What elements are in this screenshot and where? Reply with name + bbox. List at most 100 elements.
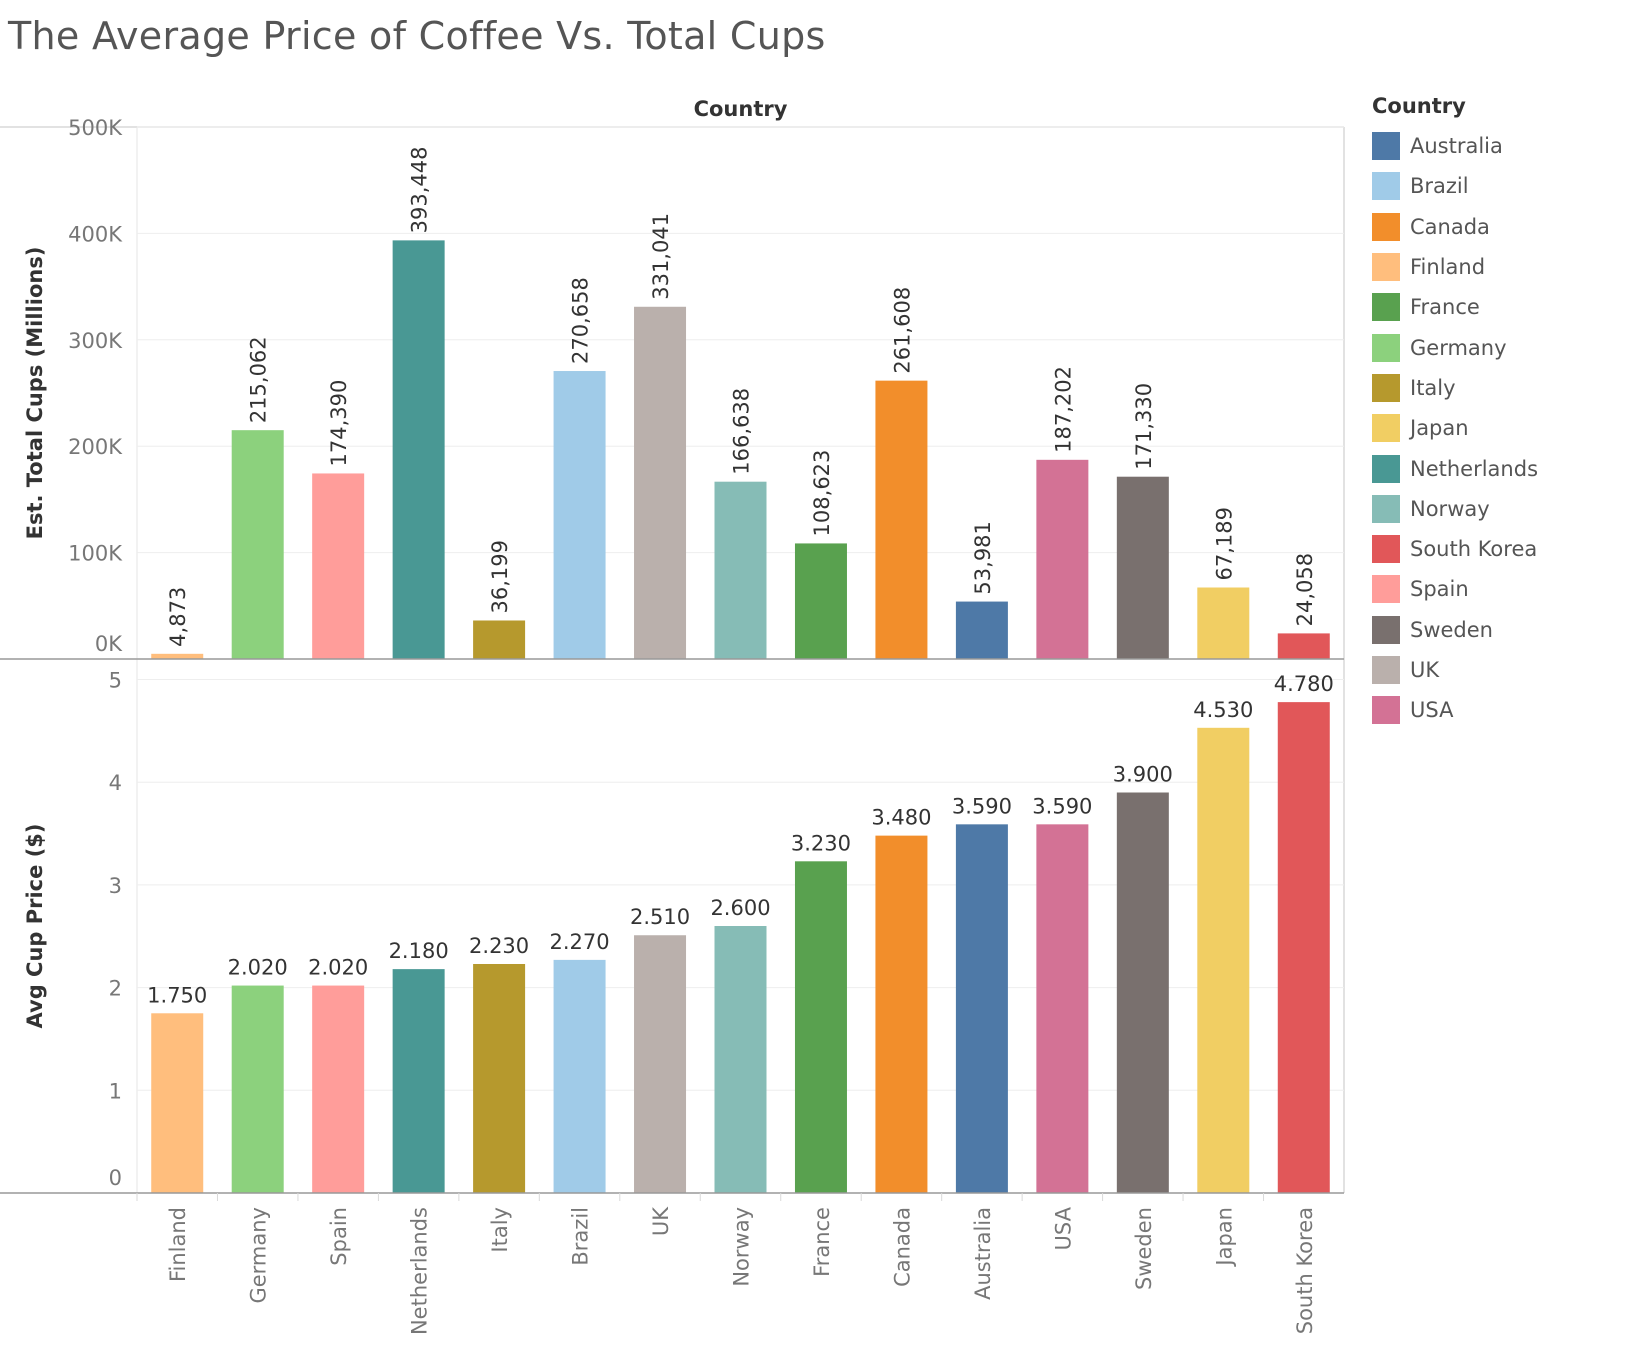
data-label: 4,873 [166, 587, 190, 647]
legend-label: Finland [1410, 255, 1486, 280]
bar [1116, 476, 1169, 659]
data-label: 1.750 [147, 983, 207, 1007]
bar [1036, 824, 1089, 1193]
y-tick-label: 0 [109, 1166, 122, 1190]
bar [875, 835, 928, 1193]
bar [151, 1013, 204, 1193]
bar [634, 935, 687, 1193]
data-label: 187,202 [1051, 366, 1075, 453]
x-tick-label: Brazil [569, 1207, 593, 1266]
y-tick-label: 2 [109, 977, 122, 1001]
legend-label: Italy [1410, 375, 1456, 400]
legend-label: Japan [1410, 416, 1469, 441]
data-label: 166,638 [730, 388, 754, 475]
legend-item: Italy [1372, 368, 1632, 408]
data-label: 270,658 [569, 277, 593, 364]
legend-swatch [1372, 172, 1400, 201]
legend-swatch [1372, 212, 1400, 241]
x-tick-label: South Korea [1293, 1207, 1317, 1334]
data-label: 3.480 [871, 806, 931, 830]
legend-label: France [1410, 295, 1480, 320]
legend-label: Germany [1410, 335, 1507, 360]
x-tick-label: Japan [1212, 1207, 1236, 1268]
bar [794, 543, 847, 659]
y-tick-label: 1 [109, 1079, 122, 1103]
legend-swatch [1372, 253, 1400, 282]
bar [1277, 702, 1330, 1193]
y-tick-label: 4 [109, 771, 122, 795]
legend-label: Sweden [1410, 617, 1493, 642]
chart-title: The Average Price of Coffee Vs. Total Cu… [8, 14, 826, 58]
bar [231, 985, 284, 1193]
legend-label: UK [1410, 658, 1440, 682]
legend-label: Norway [1410, 496, 1490, 521]
legend-label: Brazil [1410, 174, 1469, 199]
bar [473, 963, 526, 1193]
data-label: 2.180 [389, 939, 449, 963]
data-label: 108,623 [810, 450, 834, 537]
y-tick-label: 500K [68, 116, 123, 140]
bar [1197, 587, 1250, 659]
data-label: 261,608 [890, 287, 914, 374]
legend-label: Australia [1410, 134, 1503, 159]
legend-swatch [1372, 696, 1400, 725]
bar [473, 620, 526, 659]
legend-label: Spain [1410, 577, 1469, 602]
legend-item: USA [1372, 690, 1632, 730]
legend-label: Canada [1410, 214, 1490, 239]
bar [1277, 633, 1330, 659]
legend-swatch [1372, 414, 1400, 443]
legend-item: Norway [1372, 489, 1632, 529]
x-tick-label: Italy [488, 1207, 512, 1253]
legend-swatch [1372, 494, 1400, 523]
legend-swatch [1372, 373, 1400, 402]
data-label: 3.590 [952, 794, 1012, 818]
data-label: 331,041 [649, 213, 673, 300]
data-label: 24,058 [1293, 553, 1317, 626]
legend-item: France [1372, 287, 1632, 327]
y-tick-label: 5 [109, 669, 122, 693]
data-label: 2.270 [550, 930, 610, 954]
y-axis-title: Avg Cup Price ($) [23, 824, 47, 1029]
data-label: 393,448 [408, 147, 432, 234]
y-tick-label: 300K [68, 329, 123, 353]
legend-item: South Korea [1372, 529, 1632, 569]
data-label: 2.600 [710, 896, 770, 920]
data-label: 36,199 [488, 540, 512, 613]
data-label: 3.230 [791, 831, 851, 855]
legend-item: Spain [1372, 569, 1632, 609]
y-axis-title: Est. Total Cups (Millions) [23, 247, 47, 540]
legend-swatch [1372, 656, 1400, 684]
x-tick-label: Germany [247, 1207, 271, 1304]
data-label: 171,330 [1132, 383, 1156, 470]
legend-item: Germany [1372, 327, 1632, 367]
bar [392, 969, 445, 1193]
legend-swatch [1372, 615, 1400, 644]
bar [955, 824, 1008, 1193]
bar [875, 380, 928, 659]
x-tick-label: Australia [971, 1207, 995, 1300]
y-tick-label: 200K [68, 435, 123, 459]
legend: Country Australia Brazil Canada Finland Fran… [1372, 94, 1632, 730]
data-label: 215,062 [247, 336, 271, 423]
bar [634, 306, 687, 659]
x-tick-label: France [810, 1207, 834, 1277]
x-tick-label: Norway [730, 1207, 754, 1287]
x-tick-label: USA [1051, 1206, 1075, 1250]
bar [955, 601, 1008, 659]
bar [794, 861, 847, 1193]
bar [553, 371, 606, 659]
legend-swatch [1372, 454, 1400, 483]
data-label: 4.780 [1274, 672, 1334, 696]
x-tick-label: Sweden [1132, 1207, 1156, 1290]
data-label: 53,981 [971, 521, 995, 594]
legend-item: Japan [1372, 408, 1632, 448]
data-label: 3.590 [1032, 794, 1092, 818]
legend-item: Netherlands [1372, 448, 1632, 488]
column-header: Country [694, 97, 788, 121]
legend-item: UK [1372, 650, 1632, 690]
y-tick-label: 400K [68, 222, 123, 246]
bar [714, 481, 767, 659]
bar [312, 985, 365, 1193]
legend-title: Country [1372, 94, 1466, 118]
